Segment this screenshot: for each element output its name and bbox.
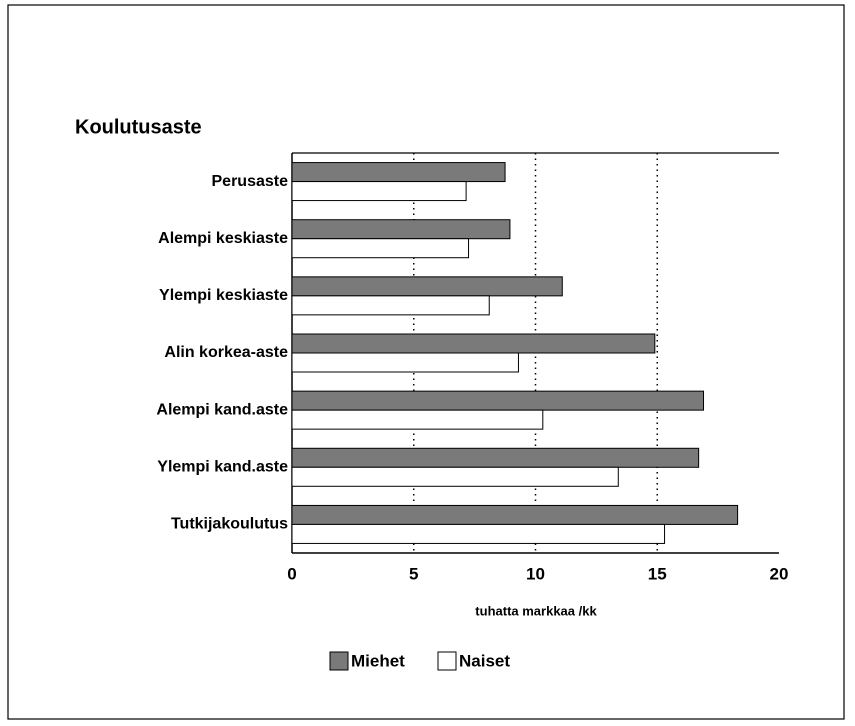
legend-swatch xyxy=(329,651,349,671)
bar xyxy=(291,238,470,259)
legend-swatch xyxy=(437,651,457,671)
bar xyxy=(291,219,511,240)
x-axis-label: tuhatta markkaa /kk xyxy=(475,603,597,618)
y-tick-label: Ylempi kand.aste xyxy=(157,459,288,476)
frame xyxy=(7,4,845,720)
y-tick-label: Alin korkea-aste xyxy=(164,344,288,361)
y-tick-label: Alempi keskiaste xyxy=(158,230,288,247)
bar xyxy=(291,447,700,468)
bar xyxy=(291,181,467,202)
legend-label: Naiset xyxy=(459,651,510,670)
y-tick-label: Tutkijakoulutus xyxy=(171,516,288,533)
bar xyxy=(291,162,506,183)
bar xyxy=(291,295,490,316)
bar xyxy=(291,504,739,525)
y-tick-label: Ylempi keskiaste xyxy=(159,287,288,304)
chart-title: Koulutusaste xyxy=(75,116,202,138)
bar xyxy=(291,390,705,411)
legend-label: Miehet xyxy=(351,651,405,670)
bar xyxy=(291,333,656,354)
x-tick-label: 5 xyxy=(409,564,418,583)
x-tick-label: 15 xyxy=(648,564,667,583)
bar xyxy=(291,352,519,373)
bar xyxy=(291,276,563,297)
bar xyxy=(291,523,666,544)
x-tick-label: 0 xyxy=(287,564,296,583)
bar xyxy=(291,409,544,430)
y-tick-label: Perusaste xyxy=(212,173,289,190)
y-tick-label: Alempi kand.aste xyxy=(156,401,288,418)
x-tick-label: 20 xyxy=(770,564,789,583)
x-tick-label: 10 xyxy=(526,564,545,583)
bar xyxy=(291,466,619,487)
